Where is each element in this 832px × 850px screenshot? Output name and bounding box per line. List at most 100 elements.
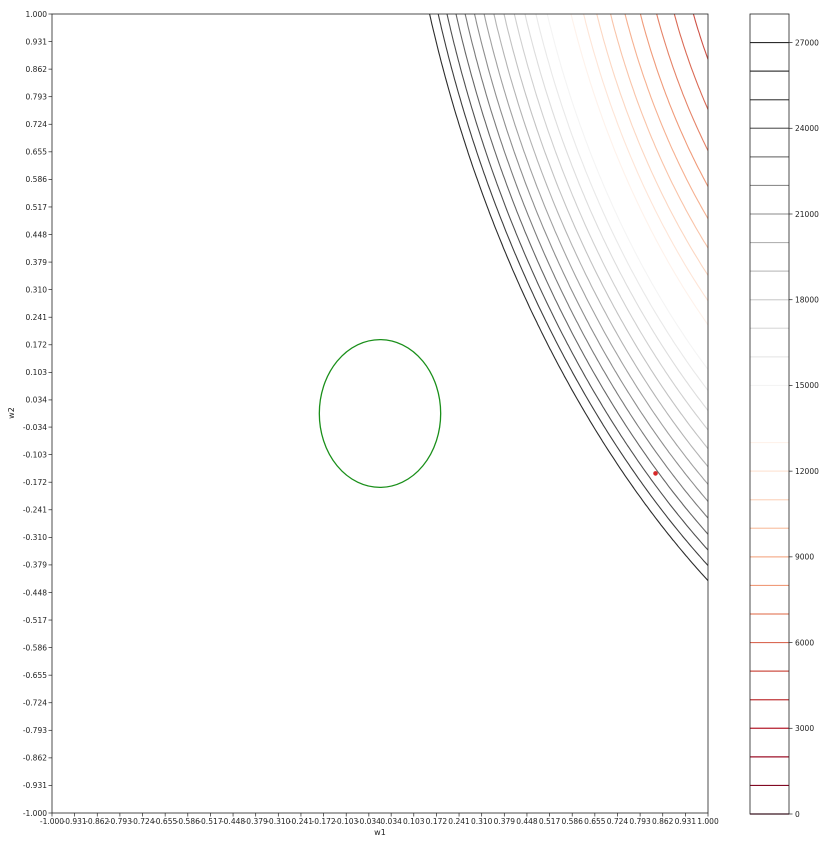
contour-line: [596, 14, 708, 276]
x-tick-label: -0.034: [357, 817, 381, 826]
y-tick-label: -0.310: [23, 533, 47, 542]
y-tick-label: 0.517: [26, 203, 48, 212]
y-axis-ticks: -1.000 -0.931 -0.862 -0.793 -0.724 -0.655 -0.5…: [23, 10, 52, 818]
y-tick-label: 0.793: [26, 92, 48, 101]
colorbar: 0 3000 6000 9000 12000 15000 18000 21000 24000 27…: [749, 13, 819, 819]
x-tick-label: 0.034: [380, 817, 402, 826]
x-tick-label: 0.862: [652, 817, 674, 826]
contour-line: [558, 14, 708, 349]
contour-line: [524, 14, 708, 412]
overlay-marks: [318, 338, 658, 489]
x-tick-label: -0.655: [153, 817, 177, 826]
contour-line: [493, 14, 708, 468]
colorbar-tick-label: 21000: [795, 210, 819, 219]
y-tick-label: -0.793: [23, 726, 47, 735]
contour-line: [483, 14, 708, 485]
y-tick-label: 0.931: [26, 37, 48, 46]
x-tick-label: -0.241: [289, 817, 313, 826]
y-tick-label: 0.241: [26, 313, 48, 322]
colorbar-tick-label: 12000: [795, 467, 819, 476]
colorbar-tick-label: 15000: [795, 381, 819, 390]
x-tick-label: 0.586: [561, 817, 583, 826]
y-tick-label: 1.000: [26, 10, 48, 19]
contour-line: [429, 14, 708, 582]
contour-line: [546, 14, 708, 371]
contour-line: [455, 14, 708, 535]
x-tick-label: 0.931: [675, 817, 697, 826]
x-tick-label: -0.724: [130, 817, 154, 826]
y-tick-label: -0.586: [23, 643, 47, 652]
x-tick-label: 0.103: [403, 817, 425, 826]
x-tick-label: 0.517: [539, 817, 561, 826]
y-tick-label: -0.172: [23, 478, 47, 487]
x-tick-label: 0.793: [629, 817, 651, 826]
y-tick-label: -0.379: [23, 561, 47, 570]
x-tick-label: -1.000: [40, 817, 64, 826]
colorbar-tick-label: 18000: [795, 296, 819, 305]
x-tick-label: -0.793: [108, 817, 132, 826]
contour-line: [656, 14, 708, 152]
x-tick-label: -0.517: [198, 817, 222, 826]
x-tick-label: -0.172: [311, 817, 335, 826]
colorbar-tick-label: 6000: [795, 638, 814, 647]
x-tick-label: -0.103: [334, 817, 358, 826]
y-tick-label: 0.448: [26, 230, 48, 239]
constraint-circle: [318, 338, 442, 489]
y-tick-label: -0.724: [23, 699, 47, 708]
y-tick-label: -0.931: [23, 781, 47, 790]
y-tick-label: 0.586: [26, 175, 48, 184]
contour-line: [535, 14, 708, 391]
y-tick-label: 0.172: [26, 341, 48, 350]
x-axis-ticks: -1.000-0.931-0.862-0.793-0.724-0.655-0.5…: [40, 813, 719, 826]
x-tick-label: -0.379: [244, 817, 268, 826]
y-tick-label: 0.724: [26, 120, 48, 129]
y-tick-label: -0.448: [23, 588, 47, 597]
colorbar-tick-label: 0: [795, 810, 800, 819]
x-tick-label: 0.448: [516, 817, 538, 826]
contour-lines: [429, 14, 708, 582]
y-tick-label: 0.379: [26, 258, 48, 267]
y-tick-label: 0.862: [26, 65, 48, 74]
contour-line: [503, 14, 708, 450]
x-tick-label: 0.655: [584, 817, 606, 826]
x-tick-label: 0.241: [448, 817, 470, 826]
y-tick-label: 0.310: [26, 285, 48, 294]
contour-line: [692, 14, 708, 60]
y-axis-label: w2: [7, 407, 16, 419]
y-tick-label: -0.655: [23, 671, 47, 680]
x-tick-label: 0.172: [426, 817, 448, 826]
x-axis-label: w1: [374, 828, 386, 837]
contour-line: [624, 14, 708, 220]
contour-line: [446, 14, 708, 551]
contour-line: [610, 14, 708, 249]
x-tick-label: 0.724: [607, 817, 629, 826]
colorbar-tick-label: 9000: [795, 553, 814, 562]
y-tick-label: 0.034: [26, 396, 48, 405]
y-tick-label: -0.517: [23, 616, 47, 625]
colorbar-tick-label: 27000: [795, 38, 819, 47]
y-tick-label: -0.241: [23, 506, 47, 515]
colorbar-frame: [749, 13, 790, 815]
y-tick-label: -0.034: [23, 423, 47, 432]
contour-line: [473, 14, 708, 502]
contour-line: [464, 14, 708, 519]
contour-line: [570, 14, 708, 326]
x-tick-label: -0.931: [63, 817, 87, 826]
y-tick-label: -1.000: [23, 809, 47, 818]
y-tick-label: -0.862: [23, 754, 47, 763]
x-tick-label: -0.862: [85, 817, 109, 826]
plot-frame: [51, 13, 709, 814]
y-tick-label: 0.655: [26, 148, 48, 157]
contour-line: [639, 14, 708, 188]
x-tick-label: -0.586: [176, 817, 200, 826]
colorbar-tick-label: 3000: [795, 724, 814, 733]
x-tick-label: 1.000: [697, 817, 719, 826]
x-tick-label: 0.379: [494, 817, 516, 826]
x-tick-label: -0.448: [221, 817, 245, 826]
colorbar-tick-label: 24000: [795, 124, 819, 133]
contour-line: [673, 14, 708, 110]
x-tick-label: 0.310: [471, 817, 493, 826]
x-tick-label: -0.310: [266, 817, 290, 826]
optimum-point: [653, 471, 658, 476]
